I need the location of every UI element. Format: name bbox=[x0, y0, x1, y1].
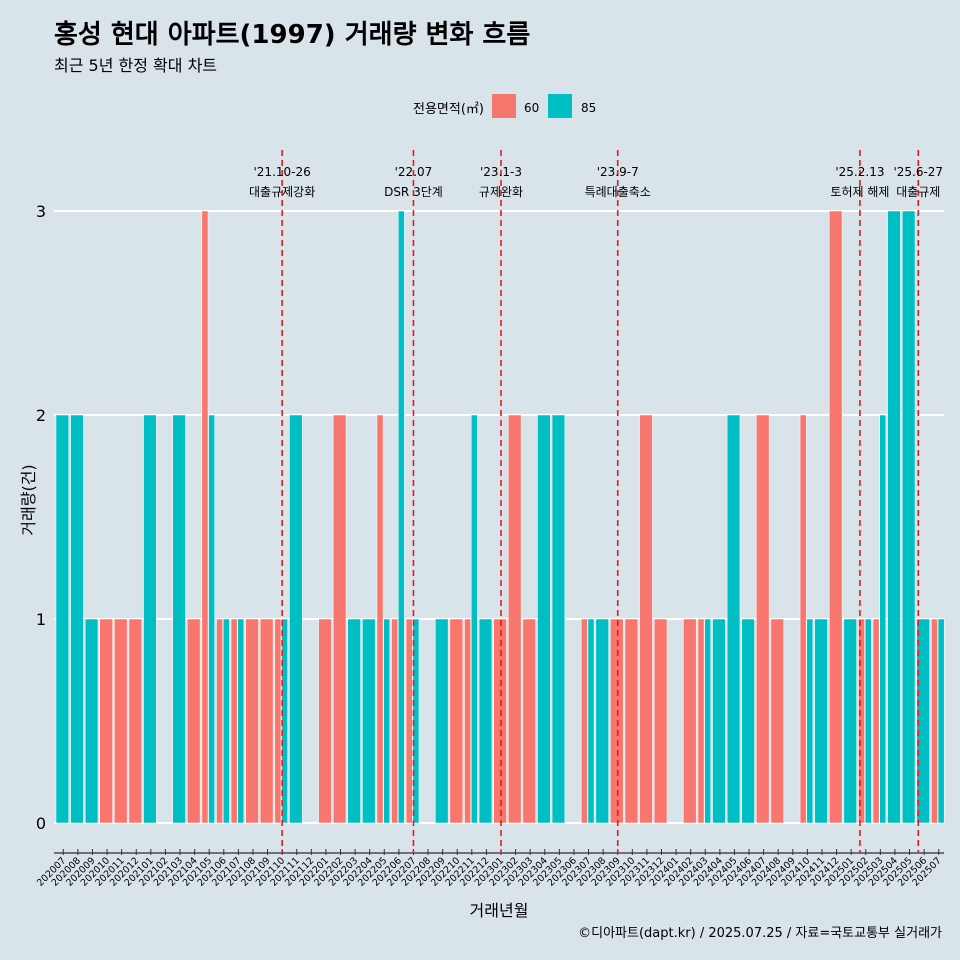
bar-202012-60 bbox=[128, 618, 142, 824]
bar-202311-60 bbox=[639, 414, 653, 824]
bar-202010-60 bbox=[99, 618, 113, 824]
bar-202204-85 bbox=[362, 618, 376, 824]
bar-202410-60 bbox=[799, 414, 807, 824]
bar-202209-85 bbox=[435, 618, 449, 824]
y-tick-label: 0 bbox=[36, 814, 46, 833]
y-axis-title: 거래량(건) bbox=[19, 464, 38, 535]
legend-swatch-85 bbox=[548, 94, 572, 118]
bar-202501-85 bbox=[843, 618, 857, 824]
y-tick-label: 1 bbox=[36, 610, 46, 629]
bar-202310-60 bbox=[624, 618, 639, 824]
bar-202302-60 bbox=[508, 414, 522, 824]
bar-202210-60 bbox=[449, 618, 463, 824]
bar-202202-60 bbox=[332, 414, 347, 824]
bar-202506-85 bbox=[916, 618, 930, 824]
bar-202107-85 bbox=[237, 618, 245, 824]
bar-202507-85 bbox=[937, 618, 945, 824]
bar-202403-60 bbox=[697, 618, 705, 824]
bar-202502-85 bbox=[864, 618, 872, 824]
bar-202205-60 bbox=[376, 414, 384, 824]
event-name-label: DSR 3단계 bbox=[384, 185, 443, 199]
bar-202105-85 bbox=[208, 414, 215, 824]
bar-202503-60 bbox=[872, 618, 880, 824]
bar-202206-85 bbox=[398, 210, 405, 824]
bar-202110-60 bbox=[274, 618, 282, 824]
bar-202505-85 bbox=[901, 210, 916, 824]
bar-202412-60 bbox=[829, 210, 843, 824]
y-tick-label: 3 bbox=[36, 202, 46, 221]
bar-202009-85 bbox=[84, 618, 99, 824]
bar-202309-60 bbox=[610, 618, 624, 824]
event-name-label: 규제완화 bbox=[479, 185, 523, 199]
bar-202007-85 bbox=[55, 414, 70, 824]
bar-202008-85 bbox=[70, 414, 84, 824]
bar-202312-60 bbox=[653, 618, 668, 824]
event-date-label: '23.1-3 bbox=[480, 165, 522, 179]
event-name-label: 대출규제 bbox=[896, 185, 940, 199]
event-date-label: '21.10-26 bbox=[254, 165, 311, 179]
bar-202407-60 bbox=[756, 414, 770, 824]
bar-202207-60 bbox=[405, 618, 413, 824]
bar-202304-85 bbox=[537, 414, 551, 824]
bar-202212-85 bbox=[478, 618, 493, 824]
bar-202105-60 bbox=[201, 210, 209, 824]
y-tick-label: 2 bbox=[36, 406, 46, 425]
bar-202410-85 bbox=[806, 618, 814, 824]
bar-202101-85 bbox=[143, 414, 157, 824]
bar-202503-85 bbox=[879, 414, 887, 824]
bar-202408-60 bbox=[770, 618, 784, 824]
bar-202103-85 bbox=[172, 414, 186, 824]
bar-202305-85 bbox=[551, 414, 566, 824]
bar-202307-60 bbox=[581, 618, 588, 824]
bar-202108-60 bbox=[245, 618, 259, 824]
bar-202106-60 bbox=[216, 618, 223, 824]
bar-202405-85 bbox=[726, 414, 741, 824]
legend-label-85: 85 bbox=[581, 101, 596, 115]
x-axis-title: 거래년월 bbox=[470, 901, 529, 920]
event-name-label: 대출규제강화 bbox=[249, 185, 315, 199]
bar-202507-60 bbox=[931, 618, 938, 824]
bar-202502-60 bbox=[858, 618, 865, 824]
source-caption: ©디아파트(dapt.kr) / 2025.07.25 / 자료=국토교통부 실… bbox=[578, 926, 942, 941]
bar-202011-60 bbox=[114, 618, 128, 824]
bar-202203-85 bbox=[347, 618, 361, 824]
bar-202402-60 bbox=[683, 618, 697, 824]
bar-202211-85 bbox=[470, 414, 478, 824]
bar-202504-85 bbox=[887, 210, 901, 824]
event-date-label: '22.07 bbox=[395, 165, 433, 179]
bar-202205-85 bbox=[383, 618, 391, 824]
legend-label-60: 60 bbox=[524, 101, 539, 115]
bar-202308-85 bbox=[595, 618, 609, 824]
legend-title: 전용면적(㎡) bbox=[413, 102, 484, 117]
bar-202411-85 bbox=[814, 618, 828, 824]
bar-202303-60 bbox=[522, 618, 536, 824]
bar-202211-60 bbox=[464, 618, 471, 824]
bar-202404-85 bbox=[712, 618, 726, 824]
chart-subtitle: 최근 5년 한정 확대 차트 bbox=[54, 56, 218, 75]
bar-202406-85 bbox=[741, 618, 755, 824]
bar-202201-60 bbox=[318, 618, 332, 824]
event-date-label: '25.2.13 bbox=[835, 165, 884, 179]
bar-202107-60 bbox=[230, 618, 238, 824]
bar-202206-60 bbox=[391, 618, 398, 824]
legend-swatch-60 bbox=[492, 94, 516, 118]
bar-202403-85 bbox=[704, 618, 712, 824]
bar-202301-60 bbox=[493, 618, 507, 824]
event-name-label: 토허제 해제 bbox=[830, 185, 889, 199]
bar-202111-85 bbox=[289, 414, 303, 824]
event-name-label: 특례대출축소 bbox=[585, 185, 651, 199]
event-date-label: '23.9-7 bbox=[597, 165, 639, 179]
event-date-label: '25.6-27 bbox=[893, 165, 943, 179]
bar-202104-60 bbox=[187, 618, 201, 824]
bar-202109-60 bbox=[260, 618, 274, 824]
chart-title: 홍성 현대 아파트(1997) 거래량 변화 흐름 bbox=[54, 20, 531, 50]
bar-202106-85 bbox=[222, 618, 230, 824]
bar-202307-85 bbox=[587, 618, 595, 824]
